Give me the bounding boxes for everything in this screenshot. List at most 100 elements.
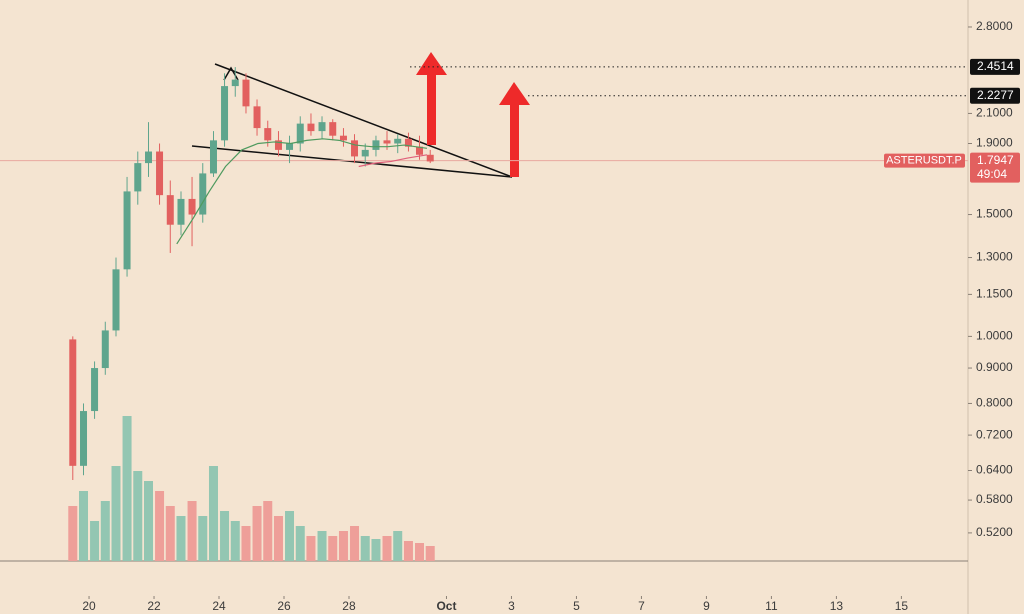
- y-tick-label: 0.5200: [976, 525, 1013, 539]
- candle-body: [134, 163, 142, 192]
- arrow: [416, 52, 447, 145]
- volume-bar: [306, 536, 316, 561]
- candle-body: [361, 149, 369, 157]
- x-tick-label: 9: [703, 599, 710, 613]
- volume-bar: [165, 506, 175, 561]
- volume-bar: [273, 516, 283, 561]
- candle-body: [253, 106, 261, 129]
- volume-bar: [111, 466, 121, 561]
- arrow: [499, 82, 530, 177]
- volume-bar: [393, 531, 403, 561]
- x-tick-label: 11: [765, 599, 778, 613]
- candle-body: [274, 140, 282, 150]
- volume-bar: [208, 466, 218, 561]
- volume-bar: [317, 531, 327, 561]
- y-tick-label: 2.8000: [976, 19, 1013, 33]
- moving-average: [176, 138, 428, 245]
- candle-body: [123, 191, 131, 270]
- trendline: [191, 145, 513, 178]
- volume-bar: [350, 526, 360, 561]
- x-tick-label: 7: [638, 599, 645, 613]
- volume-bar: [338, 531, 348, 561]
- candle-body: [426, 154, 434, 162]
- candle-body: [69, 339, 77, 466]
- x-tick-label: 24: [212, 599, 226, 613]
- candle-body: [144, 151, 152, 164]
- candle-body: [404, 138, 412, 147]
- y-tick-label: 1.9000: [976, 136, 1013, 150]
- y-tick-label: 0.9000: [976, 360, 1013, 374]
- x-tick-label: 3: [508, 599, 515, 613]
- volume-bar: [90, 521, 100, 561]
- volume-bar: [263, 501, 273, 561]
- trendline: [214, 63, 513, 178]
- volume-bar: [425, 546, 435, 561]
- x-tick-label: 20: [82, 599, 96, 613]
- candle-body: [101, 330, 109, 369]
- volume-bar: [155, 491, 165, 561]
- x-tick-label: 22: [147, 599, 161, 613]
- candle-body: [329, 122, 337, 136]
- candle-body: [383, 140, 391, 144]
- y-tick-label: 1.3000: [976, 250, 1013, 264]
- y-tick-label: 1.0000: [976, 329, 1013, 343]
- volume-bar: [230, 521, 240, 561]
- level-box: [970, 87, 1020, 104]
- moving-average: [358, 154, 428, 168]
- volume-bar: [143, 481, 153, 561]
- candle-body: [199, 173, 207, 215]
- volume-bar: [122, 416, 132, 561]
- candle-body: [242, 79, 250, 107]
- candle-body: [286, 143, 294, 150]
- y-tick-label: 0.8000: [976, 396, 1013, 410]
- volume-bar: [187, 501, 197, 561]
- level-label: 2.4514: [977, 59, 1014, 73]
- x-tick-label: 28: [342, 599, 356, 613]
- volume-bar: [403, 541, 413, 561]
- candle-body: [112, 269, 120, 331]
- last-price-box: [970, 152, 1020, 183]
- candle-body: [209, 140, 217, 174]
- countdown-label: 49:04: [977, 167, 1007, 181]
- volume-bar: [220, 511, 230, 561]
- volume-bar: [79, 491, 89, 561]
- volume-bar: [176, 516, 186, 561]
- level-label: 2.2277: [977, 88, 1014, 102]
- candle-body: [372, 140, 380, 150]
- y-tick-label: 1.1500: [976, 287, 1013, 301]
- y-tick-label: 2.1000: [976, 106, 1013, 120]
- level-box: [970, 58, 1020, 75]
- candle-body: [80, 411, 88, 466]
- volume-bar: [68, 506, 78, 561]
- candle-body: [318, 122, 326, 132]
- x-tick-label: 15: [895, 599, 909, 613]
- candle-body: [177, 198, 185, 225]
- volume-bar: [241, 526, 251, 561]
- candle-body: [296, 123, 304, 144]
- candle-body: [307, 123, 315, 132]
- volume-bar: [133, 471, 143, 561]
- candle-body: [415, 146, 423, 155]
- candle-body: [351, 140, 359, 157]
- volume-bar: [252, 506, 262, 561]
- x-tick-label: 26: [277, 599, 291, 613]
- volume-bar: [295, 526, 305, 561]
- x-tick-label: Oct: [436, 599, 456, 613]
- symbol-box: [884, 153, 965, 168]
- volume-bar: [328, 536, 338, 561]
- y-tick-label: 0.6400: [976, 463, 1013, 477]
- candle-body: [188, 198, 196, 215]
- candle-body: [231, 79, 239, 87]
- last-price-label: 1.7947: [977, 153, 1014, 167]
- x-tick-label: 13: [830, 599, 844, 613]
- candle-body: [339, 135, 347, 141]
- y-tick-label: 0.7200: [976, 427, 1013, 441]
- candle-body: [156, 151, 164, 196]
- candle-body: [91, 368, 99, 412]
- volume-bar: [285, 511, 295, 561]
- candle-body: [166, 195, 174, 225]
- y-tick-label: 0.5800: [976, 492, 1013, 506]
- volume-bar: [414, 543, 424, 561]
